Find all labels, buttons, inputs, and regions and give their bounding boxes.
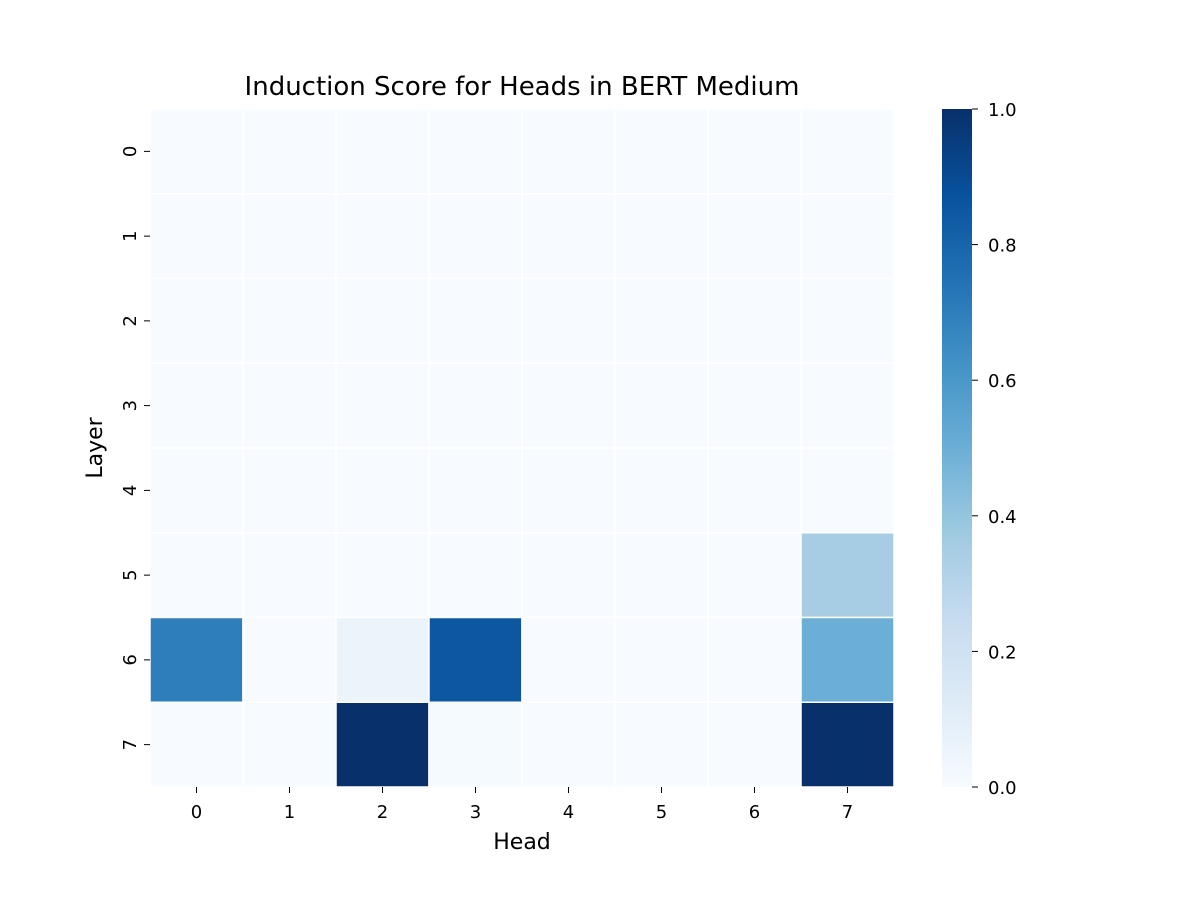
heatmap-cell-r5-c5 (614, 532, 709, 619)
heatmap-cell-r6-c6 (707, 616, 802, 703)
heatmap-cell-r3-c0 (149, 362, 244, 449)
heatmap-cell-r2-c3 (428, 277, 523, 364)
colorbar-tick-label: 0.4 (988, 507, 1017, 528)
colorbar-tick-label: 0.0 (988, 778, 1017, 799)
heatmap-cell-r7-c3 (428, 701, 523, 788)
heatmap-cell-r1-c1 (242, 193, 337, 280)
heatmap-cell-r2-c4 (521, 277, 616, 364)
heatmap-cell-r1-c3 (428, 193, 523, 280)
heatmap-cell-r5-c2 (335, 532, 430, 619)
heatmap-cell-r0-c7 (800, 108, 895, 195)
heatmap-cell-r0-c0 (149, 108, 244, 195)
heatmap-cell-r4-c2 (335, 447, 430, 534)
x-tick-label: 6 (749, 802, 760, 823)
heatmap-cell-r7-c2 (335, 701, 430, 788)
heatmap-cell-r0-c6 (707, 108, 802, 195)
heatmap-cell-r5-c4 (521, 532, 616, 619)
colorbar-tick-label: 0.8 (988, 236, 1017, 257)
y-tick-label: 2 (120, 315, 141, 326)
heatmap-cell-r7-c4 (521, 701, 616, 788)
heatmap-cell-r6-c0 (149, 616, 244, 703)
heatmap-cell-r2-c6 (707, 277, 802, 364)
heatmap-cell-r0-c2 (335, 108, 430, 195)
x-tick-label: 3 (470, 802, 481, 823)
heatmap-cell-r4-c6 (707, 447, 802, 534)
heatmap-cell-r4-c5 (614, 447, 709, 534)
heatmap-cell-r7-c7 (800, 701, 895, 788)
x-tick-label: 0 (191, 802, 202, 823)
heatmap-cell-r0-c3 (428, 108, 523, 195)
y-tick-label: 1 (120, 230, 141, 241)
x-tick-label: 4 (563, 802, 574, 823)
heatmap-cell-r4-c4 (521, 447, 616, 534)
colorbar-tick-label: 1.0 (988, 100, 1017, 121)
heatmap-cell-r5-c7 (800, 532, 895, 619)
heatmap-cell-r2-c5 (614, 277, 709, 364)
heatmap-cell-r7-c5 (614, 701, 709, 788)
heatmap-cell-r3-c1 (242, 362, 337, 449)
heatmap-cell-r0-c5 (614, 108, 709, 195)
heatmap-cell-r0-c1 (242, 108, 337, 195)
y-tick-label: 7 (120, 739, 141, 750)
heatmap-cell-r4-c7 (800, 447, 895, 534)
heatmap-cell-r2-c7 (800, 277, 895, 364)
heatmap-cell-r3-c6 (707, 362, 802, 449)
x-axis-ticks: 0 1 2 3 4 5 6 7 (191, 787, 853, 823)
heatmap-cell-r2-c2 (335, 277, 430, 364)
x-tick-label: 5 (656, 802, 667, 823)
heatmap-cells (149, 108, 895, 788)
y-tick-label: 3 (120, 400, 141, 411)
heatmap-cell-r3-c3 (428, 362, 523, 449)
x-tick-label: 7 (842, 802, 853, 823)
y-axis-ticks: 0 1 2 3 4 5 6 7 (120, 146, 150, 750)
heatmap-cell-r6-c7 (800, 616, 895, 703)
heatmap-cell-r1-c4 (521, 193, 616, 280)
heatmap-cell-r5-c0 (149, 532, 244, 619)
heatmap-cell-r6-c2 (335, 616, 430, 703)
heatmap-cell-r4-c3 (428, 447, 523, 534)
heatmap-cell-r6-c4 (521, 616, 616, 703)
heatmap-cell-r6-c5 (614, 616, 709, 703)
y-tick-label: 5 (120, 569, 141, 580)
heatmap-cell-r1-c6 (707, 193, 802, 280)
heatmap-cell-r5-c3 (428, 532, 523, 619)
heatmap-cell-r4-c1 (242, 447, 337, 534)
heatmap-cell-r3-c5 (614, 362, 709, 449)
heatmap-cell-r3-c2 (335, 362, 430, 449)
y-tick-label: 4 (120, 485, 141, 496)
heatmap-cell-r3-c4 (521, 362, 616, 449)
heatmap-cell-r2-c1 (242, 277, 337, 364)
heatmap-cell-r5-c6 (707, 532, 802, 619)
y-axis-label: Layer (83, 416, 108, 478)
heatmap-cell-r7-c6 (707, 701, 802, 788)
chart-title: Induction Score for Heads in BERT Medium (245, 72, 800, 102)
heatmap-cell-r7-c1 (242, 701, 337, 788)
colorbar-ticks: 0.0 0.2 0.4 0.6 0.8 1.0 (972, 100, 1017, 799)
heatmap-cell-r2-c0 (149, 277, 244, 364)
heatmap-cell-r6-c3 (428, 616, 523, 703)
heatmap-cell-r6-c1 (242, 616, 337, 703)
heatmap-cell-r7-c0 (149, 701, 244, 788)
colorbar-tick-label: 0.2 (988, 642, 1017, 663)
y-tick-label: 0 (120, 146, 141, 157)
heatmap-cell-r1-c7 (800, 193, 895, 280)
heatmap-cell-r1-c5 (614, 193, 709, 280)
heatmap-cell-r3-c7 (800, 362, 895, 449)
heatmap-cell-r1-c2 (335, 193, 430, 280)
colorbar-tick-label: 0.6 (988, 371, 1017, 392)
x-axis-label: Head (493, 830, 551, 855)
x-tick-label: 1 (284, 802, 295, 823)
heatmap-cell-r5-c1 (242, 532, 337, 619)
colorbar (942, 109, 972, 787)
heatmap-cell-r4-c0 (149, 447, 244, 534)
x-tick-label: 2 (377, 802, 388, 823)
y-tick-label: 6 (120, 654, 141, 665)
heatmap-cell-r0-c4 (521, 108, 616, 195)
heatmap-cell-r1-c0 (149, 193, 244, 280)
